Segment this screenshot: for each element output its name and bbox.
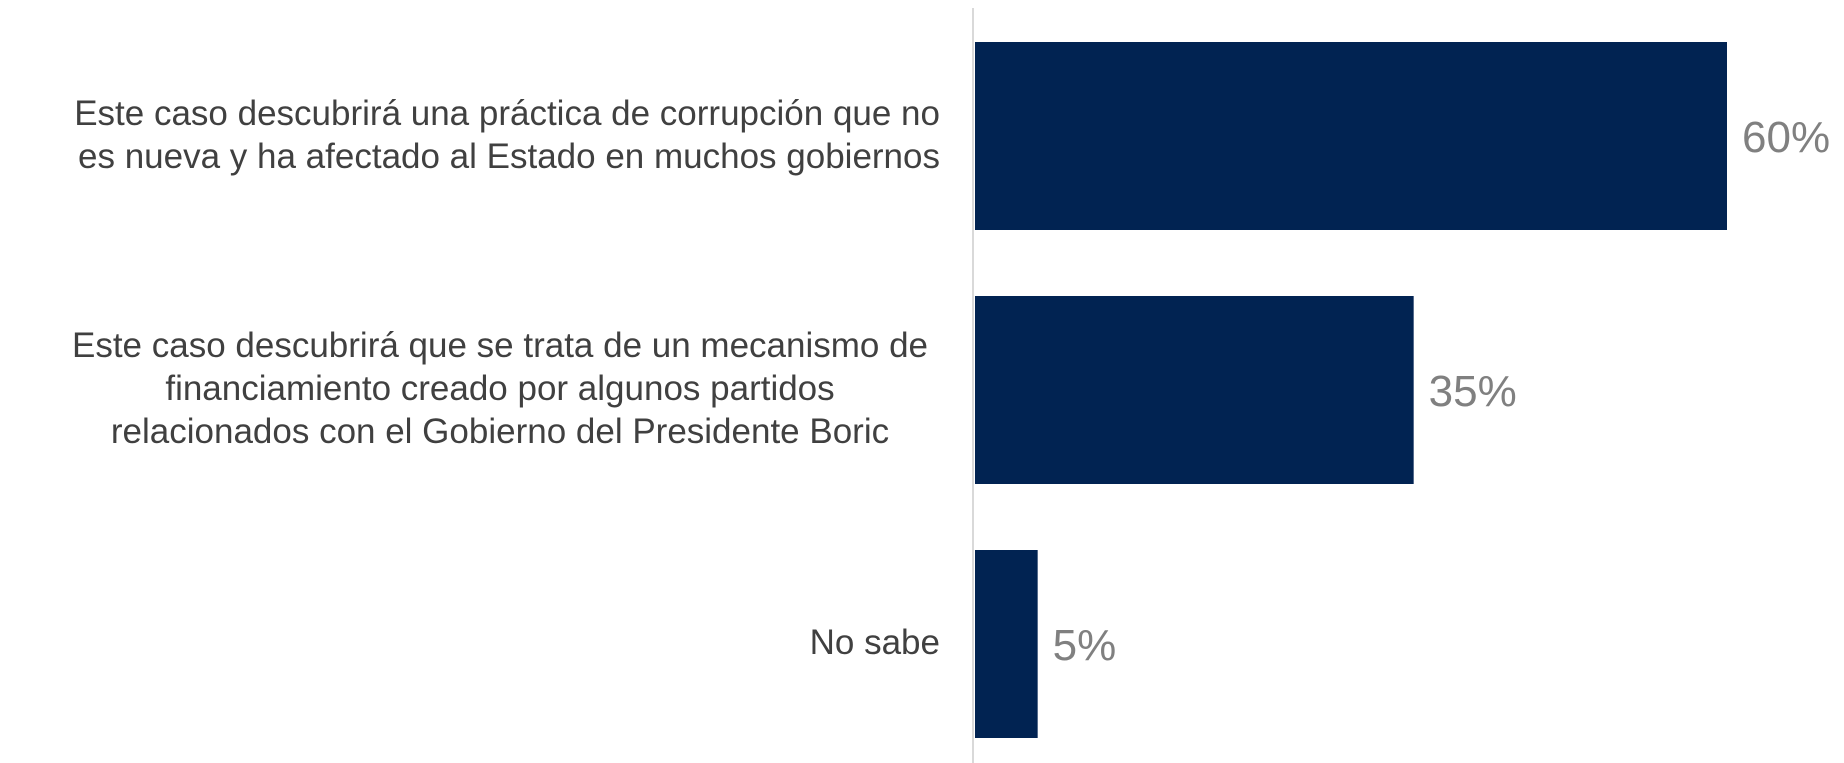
value-label: 35% (1429, 367, 1517, 416)
value-labels-group: 60% 35% 5% (1053, 113, 1830, 670)
bar (975, 550, 1038, 738)
value-label: 5% (1053, 621, 1117, 670)
category-label: Este caso descubrirá que se trata de un … (60, 324, 940, 453)
category-label-line: relacionados con el Gobierno del Preside… (110, 412, 890, 451)
category-label-line: financiamiento creado por algunos partid… (165, 369, 835, 408)
bar (975, 296, 1414, 484)
bar (975, 42, 1727, 230)
category-label-line: Este caso descubrirá una práctica de cor… (74, 94, 940, 133)
value-label: 60% (1742, 113, 1830, 162)
category-label: No sabe (20, 621, 940, 664)
category-label-line: Este caso descubrirá que se trata de un … (71, 326, 929, 365)
category-label-line: No sabe (809, 623, 940, 662)
bars-group (975, 42, 1727, 738)
category-label: Este caso descubrirá una práctica de cor… (20, 92, 940, 178)
category-label-line: es nueva y ha afectado al Estado en much… (78, 137, 940, 176)
